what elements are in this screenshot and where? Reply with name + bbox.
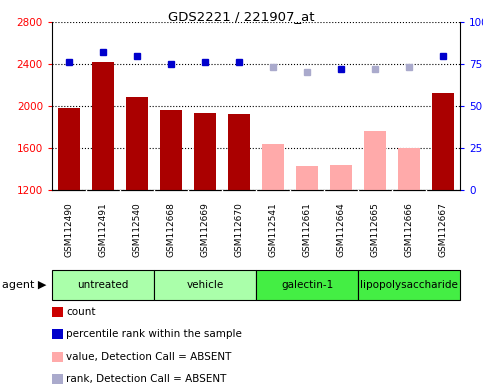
Bar (432, 93, 454, 190)
Text: rank, Detection Call = ABSENT: rank, Detection Call = ABSENT (67, 374, 227, 384)
Bar (160, 110, 182, 190)
Text: GDS2221 / 221907_at: GDS2221 / 221907_at (168, 10, 315, 23)
Text: GSM112541: GSM112541 (269, 203, 278, 257)
Bar (296, 166, 318, 190)
Text: vehicle: vehicle (186, 280, 224, 290)
Bar (358, 270, 460, 300)
Text: GSM112664: GSM112664 (337, 203, 345, 257)
Text: GSM112669: GSM112669 (200, 203, 210, 257)
Text: GSM112665: GSM112665 (370, 203, 380, 257)
Bar (154, 270, 256, 300)
Text: GSM112666: GSM112666 (404, 203, 413, 257)
Text: agent ▶: agent ▶ (2, 280, 46, 290)
Text: GSM112667: GSM112667 (439, 203, 448, 257)
Text: GSM112668: GSM112668 (167, 203, 175, 257)
Bar (364, 131, 386, 190)
Bar (92, 62, 114, 190)
Text: GSM112540: GSM112540 (132, 203, 142, 257)
Bar (52, 270, 154, 300)
Text: percentile rank within the sample: percentile rank within the sample (67, 329, 242, 339)
Text: value, Detection Call = ABSENT: value, Detection Call = ABSENT (67, 351, 232, 362)
Bar (398, 148, 420, 190)
Bar (228, 114, 250, 190)
Text: untreated: untreated (77, 280, 128, 290)
Text: count: count (67, 307, 96, 317)
Bar (126, 96, 148, 190)
Text: lipopolysaccharide: lipopolysaccharide (360, 280, 458, 290)
Bar (256, 270, 358, 300)
Text: GSM112661: GSM112661 (302, 203, 312, 257)
Bar (58, 108, 80, 190)
Text: GSM112490: GSM112490 (65, 203, 73, 257)
Bar (194, 113, 216, 190)
Text: GSM112670: GSM112670 (235, 203, 243, 257)
Bar (262, 144, 284, 190)
Text: GSM112491: GSM112491 (99, 203, 108, 257)
Bar (330, 165, 352, 190)
Text: galectin-1: galectin-1 (281, 280, 333, 290)
